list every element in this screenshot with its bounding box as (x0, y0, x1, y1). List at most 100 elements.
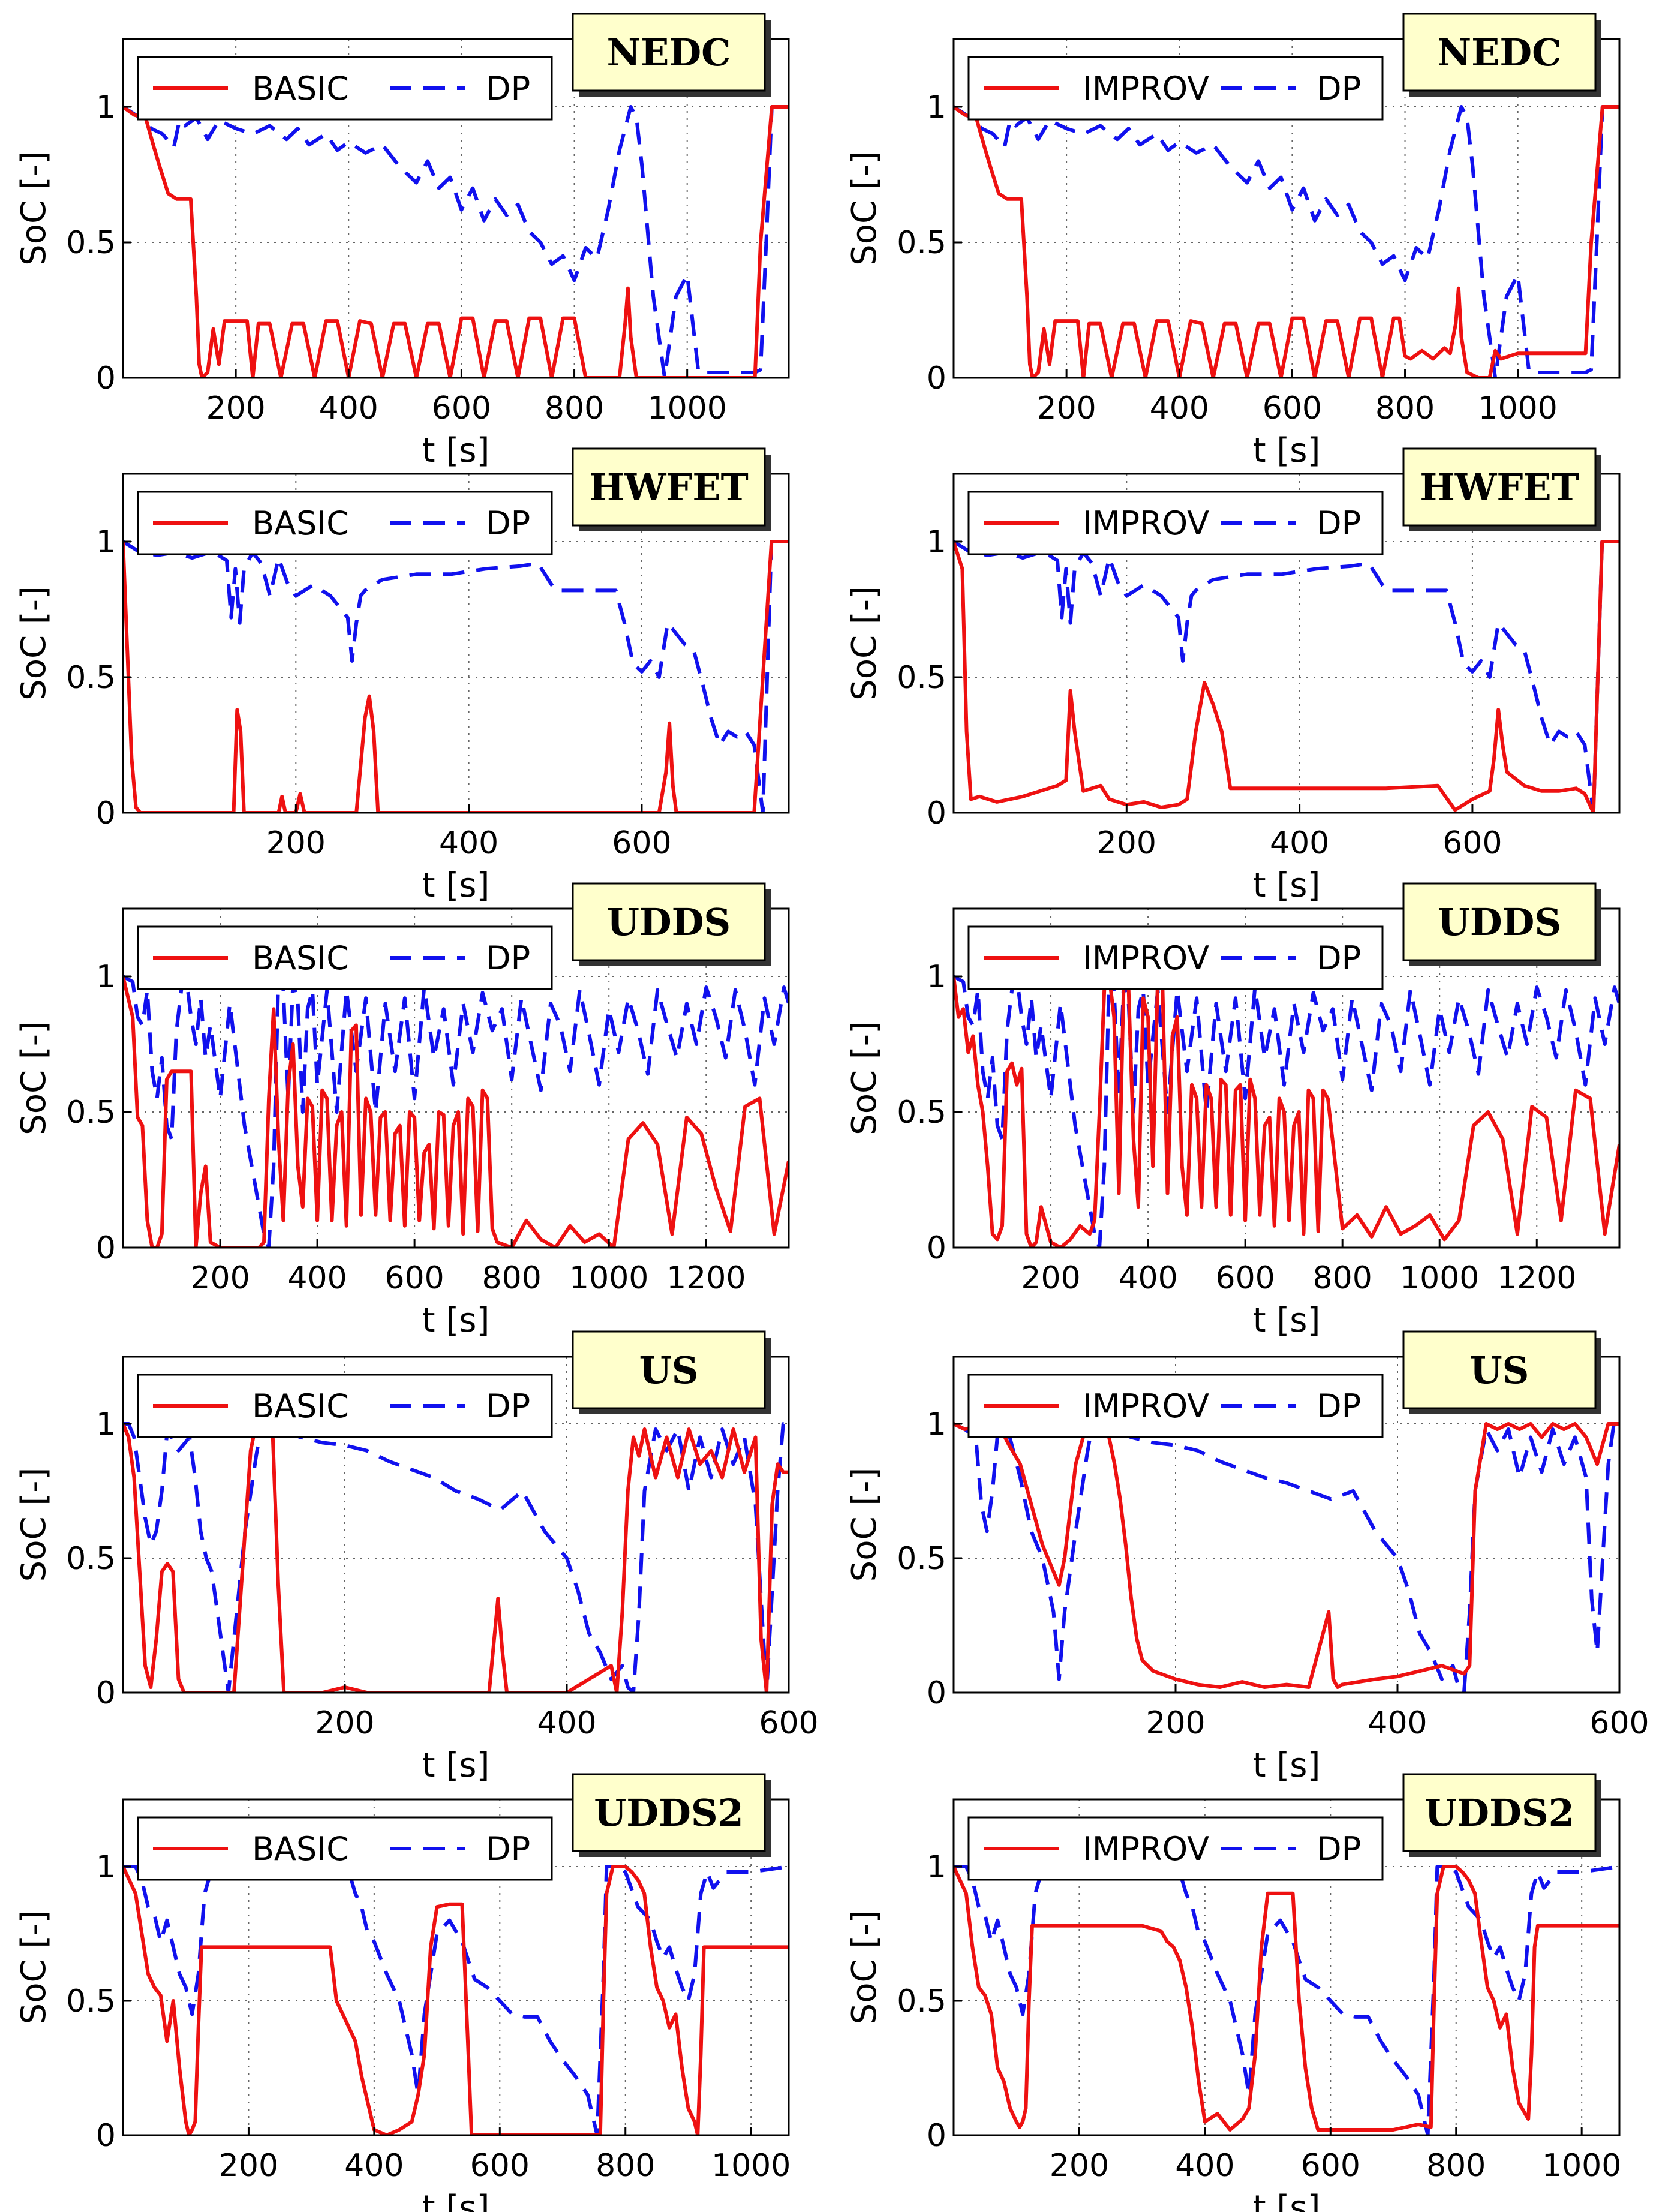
legend-label: DP (486, 504, 530, 542)
y-tick-label: 1 (927, 1849, 946, 1885)
cycle-badge-label: NEDC (1437, 31, 1561, 74)
legend: IMPROV DP (967, 1374, 1384, 1438)
y-tick-label: 0.5 (66, 1983, 116, 2019)
x-tick-label: 1000 (1400, 1260, 1479, 1296)
y-tick-label: 1 (927, 89, 946, 125)
y-tick-label: 0 (927, 795, 946, 831)
series-line-improv (954, 975, 1619, 1248)
x-tick-label: 1000 (711, 2148, 791, 2184)
y-tick-label: 0.5 (66, 660, 116, 696)
x-tick-label: 600 (612, 825, 671, 861)
x-tick-label: 200 (315, 1705, 374, 1741)
series-line-improv (954, 540, 1619, 813)
x-tick-label: 1000 (648, 390, 727, 426)
cycle-badge-label: UDDS (607, 900, 731, 944)
y-tick-label: 1 (96, 959, 116, 995)
cycle-badge-label: HWFET (589, 465, 749, 509)
x-axis-label: t [s] (1253, 2189, 1321, 2212)
chart-udds-improv: 200 400 600 800 1000 1200 0 0.5 1 t [s] SoC [-] IMP… (845, 882, 1621, 1340)
cycle-badge-label: US (639, 1348, 699, 1392)
y-tick-label: 0 (96, 1675, 116, 1711)
chart-udds2-improv: 200 400 600 800 1000 0 0.5 1 t [s] SoC [-] IMPROV D… (845, 1773, 1621, 2212)
y-tick-label: 0.5 (66, 1095, 116, 1131)
legend: BASIC DP (137, 56, 553, 121)
cycle-badge (1402, 447, 1597, 527)
legend: IMPROV DP (967, 56, 1384, 121)
y-tick-label: 0 (927, 1230, 946, 1266)
cycle-badge (572, 1330, 766, 1409)
y-axis-label: SoC [-] (845, 1468, 884, 1582)
x-tick-label: 200 (1037, 390, 1096, 426)
legend-label: BASIC (252, 504, 349, 542)
x-tick-label: 400 (1175, 2148, 1234, 2184)
legend-label: DP (1317, 1830, 1361, 1868)
x-tick-label: 600 (432, 390, 491, 426)
y-tick-label: 0 (96, 360, 116, 396)
chart-us-basic: 200 400 600 0 0.5 1 t [s] SoC [-] BASIC DP US (14, 1330, 819, 1785)
legend: BASIC DP (137, 1374, 553, 1438)
y-axis-label: SoC [-] (14, 1021, 53, 1135)
chart-nedc-basic: 200 400 600 800 1000 0 0.5 1 t [s] SoC [-] BASIC DP… (14, 13, 790, 470)
y-tick-label: 0 (96, 795, 116, 831)
chart-hwfet-improv: 200 400 600 0 0.5 1 t [s] SoC [-] IMPROV DP HWFET (845, 447, 1621, 905)
x-axis-label: t [s] (422, 866, 490, 905)
legend-label: BASIC (252, 1387, 349, 1425)
x-tick-label: 1000 (569, 1260, 648, 1296)
y-tick-label: 0 (96, 2118, 116, 2154)
x-tick-label: 800 (1313, 1260, 1372, 1296)
legend-label: BASIC (252, 939, 349, 977)
legend-label: IMPROV (1083, 1387, 1209, 1425)
legend-label: BASIC (252, 70, 349, 107)
y-tick-label: 0.5 (897, 1541, 946, 1577)
x-tick-label: 400 (439, 825, 498, 861)
y-tick-label: 1 (927, 1406, 946, 1442)
axes-frame (952, 1356, 1621, 1694)
axes-frame (952, 38, 1621, 379)
series-line-basic (123, 1422, 789, 1693)
x-tick-label: 400 (537, 1705, 596, 1741)
x-tick-label: 200 (1097, 825, 1156, 861)
y-tick-label: 0 (927, 1675, 946, 1711)
x-tick-label: 1200 (1497, 1260, 1576, 1296)
legend-label: DP (1317, 1387, 1361, 1425)
series-line-dp (123, 1865, 789, 2135)
x-axis-label: t [s] (1253, 1301, 1321, 1340)
x-tick-label: 800 (545, 390, 604, 426)
series-line-dp (123, 1422, 789, 1693)
x-axis-label: t [s] (422, 1746, 490, 1785)
x-tick-label: 400 (1270, 825, 1329, 861)
series-line-basic (123, 105, 789, 378)
series-line-basic (123, 540, 789, 813)
series-line-dp (954, 1865, 1619, 2135)
series-line-dp (123, 975, 789, 1248)
chart-udds2-basic: 200 400 600 800 1000 0 0.5 1 t [s] SoC [-] BASIC DP… (14, 1773, 791, 2212)
x-tick-label: 800 (1426, 2148, 1486, 2184)
x-tick-label: 200 (219, 2148, 278, 2184)
x-axis-label: t [s] (422, 2189, 490, 2212)
legend: BASIC DP (137, 1816, 553, 1881)
x-tick-label: 600 (470, 2148, 530, 2184)
x-tick-label: 1200 (666, 1260, 746, 1296)
chart-nedc-improv: 200 400 600 800 1000 0 0.5 1 t [s] SoC [-] IMPROV D… (845, 13, 1621, 470)
legend-label: IMPROV (1083, 504, 1209, 542)
series-line-basic (123, 976, 789, 1248)
axes-frame (952, 473, 1621, 814)
x-axis-label: t [s] (422, 1301, 490, 1340)
chart-us-improv: 200 400 600 0 0.5 1 t [s] SoC [-] IMPROV DP US (845, 1330, 1649, 1785)
x-tick-label: 400 (287, 1260, 347, 1296)
cycle-badge (1402, 1773, 1597, 1852)
legend-label: BASIC (252, 1830, 349, 1868)
x-axis-label: t [s] (1253, 431, 1321, 470)
legend-label: DP (486, 70, 530, 107)
legend: IMPROV DP (967, 1816, 1384, 1881)
legend: IMPROV DP (967, 925, 1384, 990)
x-tick-label: 600 (759, 1705, 818, 1741)
y-tick-label: 1 (927, 959, 946, 995)
series-line-basic (123, 1865, 789, 2135)
y-tick-label: 0.5 (897, 1983, 946, 2019)
x-tick-label: 600 (1301, 2148, 1360, 2184)
x-tick-label: 1000 (1542, 2148, 1621, 2184)
x-tick-label: 200 (1021, 1260, 1080, 1296)
series-line-dp (954, 105, 1619, 378)
x-tick-label: 600 (384, 1260, 444, 1296)
